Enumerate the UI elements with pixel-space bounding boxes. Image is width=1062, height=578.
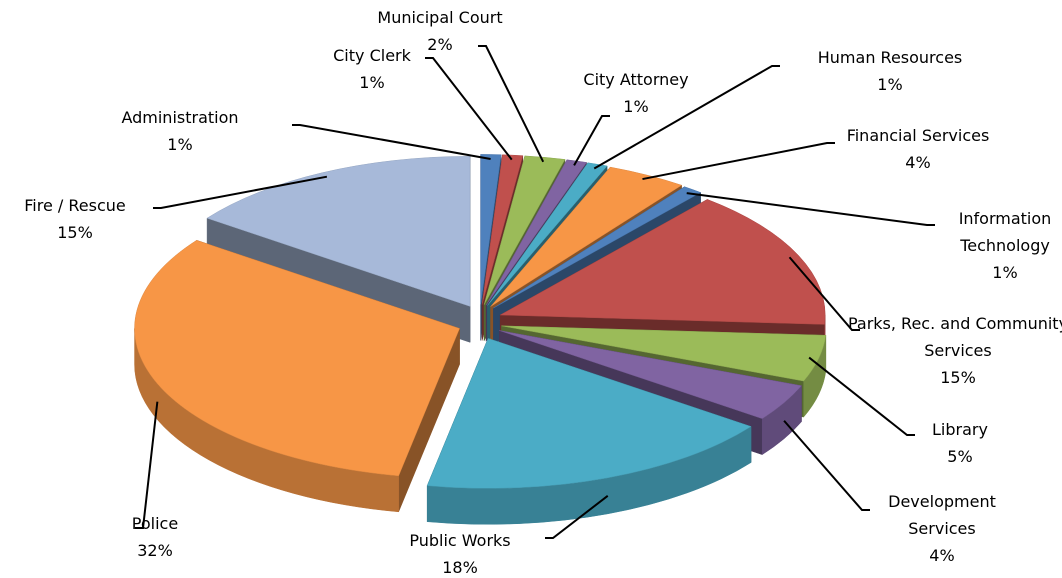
leader-line bbox=[425, 57, 513, 161]
slice bbox=[487, 162, 608, 306]
slice-label: Police 32% bbox=[95, 510, 215, 564]
value-label: 15% bbox=[57, 223, 93, 242]
leader-line bbox=[545, 495, 609, 539]
slice bbox=[499, 330, 802, 419]
category-label: Public Works bbox=[409, 531, 511, 550]
value-label: 32% bbox=[137, 541, 173, 560]
slice-label: Human Resources 1% bbox=[790, 44, 990, 98]
value-label: 2% bbox=[427, 35, 453, 54]
value-label: 1% bbox=[877, 75, 903, 94]
category-label: Financial Services bbox=[846, 126, 990, 145]
category-label: Municipal Court bbox=[377, 8, 503, 27]
slice-label: Development Services 4% bbox=[867, 488, 1017, 569]
value-label: 4% bbox=[929, 546, 955, 565]
category-label: Parks, Rec. and Community Services bbox=[847, 314, 1062, 360]
slice bbox=[480, 154, 502, 305]
category-label: Police bbox=[131, 514, 179, 533]
category-label: Fire / Rescue bbox=[24, 196, 126, 215]
value-label: 1% bbox=[167, 135, 193, 154]
slice-label: Parks, Rec. and Community Services 15% bbox=[843, 310, 1062, 391]
leader-line bbox=[478, 45, 545, 163]
value-label: 1% bbox=[623, 97, 649, 116]
category-label: City Attorney bbox=[583, 70, 689, 89]
value-label: 5% bbox=[947, 447, 973, 466]
slice-label: Fire / Rescue 15% bbox=[0, 192, 150, 246]
value-label: 15% bbox=[940, 368, 976, 387]
slice-label: City Clerk 1% bbox=[312, 42, 432, 96]
slice-label: Municipal Court 2% bbox=[360, 4, 520, 58]
leader-line bbox=[788, 256, 860, 331]
leader-line bbox=[642, 142, 835, 181]
slice bbox=[490, 166, 683, 307]
category-label: Human Resources bbox=[817, 48, 963, 67]
slice bbox=[426, 338, 752, 489]
category-label: Development Services bbox=[888, 492, 996, 538]
slice-label: Administration 1% bbox=[90, 104, 270, 158]
slice bbox=[206, 156, 471, 307]
leader-line bbox=[686, 192, 935, 226]
slice-label: City Attorney 1% bbox=[561, 66, 711, 120]
leader-line bbox=[808, 356, 915, 436]
slice bbox=[499, 199, 826, 325]
value-label: 1% bbox=[359, 73, 385, 92]
slice bbox=[481, 154, 524, 305]
slice-label: Financial Services 4% bbox=[823, 122, 1013, 176]
leader-line bbox=[593, 65, 780, 170]
slice-label: Library 5% bbox=[910, 416, 1010, 470]
category-label: City Clerk bbox=[333, 46, 411, 65]
slice bbox=[493, 186, 702, 309]
value-label: 4% bbox=[905, 153, 931, 172]
leader-line bbox=[135, 401, 159, 529]
slice bbox=[134, 240, 460, 477]
category-label: Information Technology bbox=[958, 209, 1052, 255]
leader-line bbox=[153, 175, 328, 209]
slice bbox=[501, 325, 827, 382]
slice-label: Public Works 18% bbox=[375, 527, 545, 578]
value-label: 18% bbox=[442, 558, 478, 577]
leader-line bbox=[783, 420, 870, 511]
slices bbox=[134, 154, 827, 525]
category-label: Library bbox=[932, 420, 988, 439]
category-label: Administration bbox=[121, 108, 239, 127]
slice-label: Information Technology 1% bbox=[930, 205, 1062, 286]
leader-line bbox=[573, 115, 610, 166]
slice bbox=[483, 155, 566, 305]
value-label: 1% bbox=[992, 263, 1018, 282]
leader-line bbox=[292, 124, 491, 160]
